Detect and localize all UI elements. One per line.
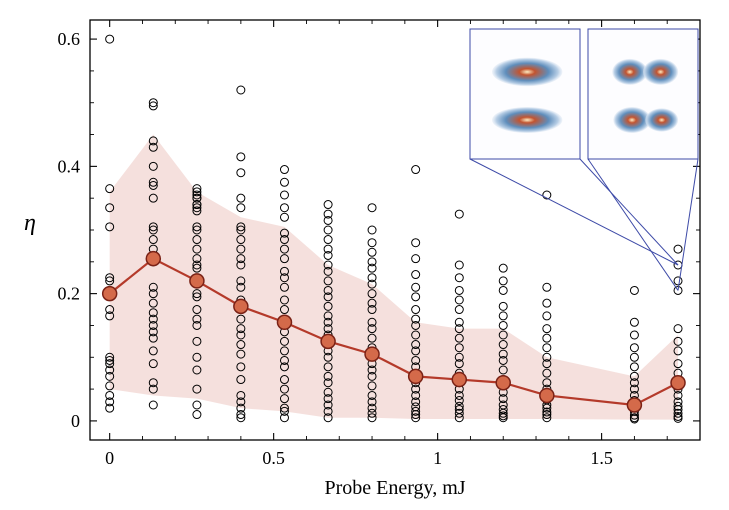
ylabel: η <box>24 210 36 236</box>
mean-marker <box>277 315 291 329</box>
xtick-label: 0 <box>105 448 114 468</box>
mean-marker <box>103 287 117 301</box>
mean-marker <box>452 373 466 387</box>
xlabel: Probe Energy, mJ <box>324 477 465 499</box>
mean-marker <box>234 299 248 313</box>
mean-marker <box>321 334 335 348</box>
mean-marker <box>496 376 510 390</box>
mean-marker <box>671 376 685 390</box>
xtick-label: 0.5 <box>262 448 285 468</box>
ytick-label: 0 <box>71 411 80 431</box>
mean-marker <box>190 274 204 288</box>
mean-marker <box>627 398 641 412</box>
xtick-label: 1 <box>433 448 442 468</box>
ytick-label: 0.4 <box>58 156 81 176</box>
xtick-label: 1.5 <box>590 448 613 468</box>
mean-marker <box>409 369 423 383</box>
ytick-label: 0.2 <box>58 284 81 304</box>
mean-marker <box>146 252 160 266</box>
mean-marker <box>540 388 554 402</box>
inset-image <box>470 29 580 159</box>
inset-image <box>588 29 698 159</box>
scatter-chart: 0 0.5 1 1.5 0 0.2 0.4 0.6 Probe Energy, mJ η <box>0 0 729 510</box>
ytick-label: 0.6 <box>58 29 81 49</box>
mean-marker <box>365 347 379 361</box>
